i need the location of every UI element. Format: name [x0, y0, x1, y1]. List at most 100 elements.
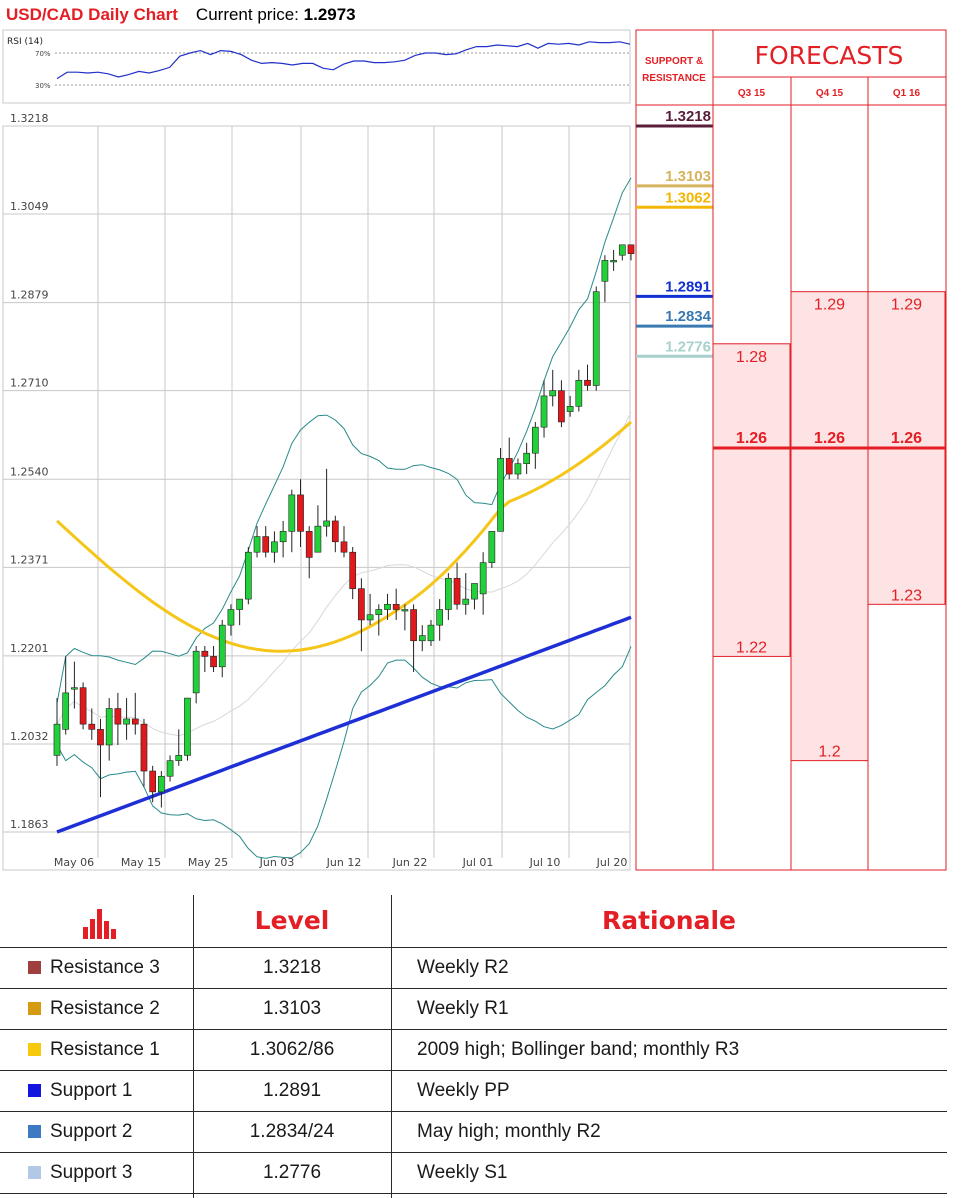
candle-body — [488, 531, 496, 563]
candle — [79, 682, 87, 730]
candle-body — [166, 760, 174, 777]
candle — [514, 458, 522, 480]
candle — [401, 604, 409, 631]
candle — [71, 661, 78, 709]
candle-body — [218, 624, 226, 668]
table-row: Support 2 1.2834/24 May high; monthly R2 — [0, 1111, 947, 1153]
candle-body — [436, 609, 444, 626]
y-tick-label: 1.2540 — [10, 465, 49, 478]
chart-title: USD/CAD Daily Chart — [6, 5, 178, 24]
candle-body — [592, 291, 600, 386]
candle-body — [71, 687, 78, 690]
x-tick-label: Jun 03 — [259, 856, 295, 869]
candle — [497, 447, 504, 532]
candle — [184, 697, 191, 761]
candle-body — [262, 536, 270, 553]
table-row: Resistance 1 1.3062/86 2009 high; Bollinge… — [0, 1029, 947, 1071]
bollinger-lower — [56, 646, 632, 859]
rsi-tick-70: 70% — [35, 50, 51, 58]
sr-heading-2: RESISTANCE — [642, 73, 706, 84]
candle — [584, 364, 591, 391]
candle-body — [531, 426, 539, 454]
level-swatch — [28, 1125, 41, 1138]
candles — [53, 244, 635, 808]
column-divider-1 — [193, 895, 194, 1198]
sr-level-value: 1.3103 — [665, 168, 711, 185]
level-value: 1.3062/86 — [249, 1039, 335, 1060]
candle — [105, 698, 113, 761]
candle-body — [210, 656, 217, 668]
candle-body — [601, 260, 609, 282]
candle-body — [445, 577, 452, 610]
x-tick-label: Jun 22 — [392, 856, 428, 869]
candle — [575, 369, 583, 412]
candle-body — [549, 390, 557, 397]
candle-body — [349, 551, 357, 589]
candle — [166, 755, 174, 782]
sr-level-value: 1.2891 — [665, 278, 711, 295]
sr-heading-1: SUPPORT & — [645, 56, 703, 67]
candle — [253, 526, 261, 558]
candle — [375, 604, 383, 636]
candle — [349, 546, 357, 600]
table-row: Resistance 2 1.3103 Weekly R1 — [0, 988, 947, 1030]
x-tick-label: Jul 20 — [596, 856, 628, 869]
sr-level-value: 1.3218 — [665, 108, 711, 125]
candle — [505, 437, 513, 480]
sr-levels: 1.3218 1.3103 1.3062 1.2891 1.2834 1.2776 — [636, 108, 713, 358]
candle-body — [62, 692, 70, 730]
candle-body — [175, 755, 183, 761]
forecast-high-value: 1.29 — [814, 297, 845, 314]
level-name: Resistance 1 — [50, 1039, 160, 1060]
level-rationale: Weekly R2 — [417, 957, 509, 978]
candle — [610, 250, 617, 271]
candle-body — [97, 729, 104, 746]
level-rationale: Weekly R1 — [417, 998, 509, 1019]
moving-average-mid — [55, 420, 633, 653]
candle — [540, 380, 548, 438]
candle — [558, 380, 565, 428]
candle-body — [384, 604, 391, 610]
level-value: 1.3103 — [262, 998, 322, 1019]
level-column-header: Level — [254, 906, 330, 935]
candle — [201, 645, 209, 673]
candle — [331, 515, 339, 553]
forecast-low-value: 1.22 — [736, 639, 767, 656]
price-plot: 1.3218 1.3049 1.2879 1.2710 1.2540 1.2371 1.22… — [2, 112, 637, 871]
forecast-low-value: 1.23 — [891, 587, 922, 604]
candle-body — [523, 452, 530, 464]
table-header: Level Rationale — [0, 895, 947, 948]
level-swatch — [28, 1166, 41, 1179]
forecast-columns: Q3 15 1.28 1.26 1.22 Q4 15 1.29 1.26 1.2 Q1 16 1.… — [712, 77, 946, 870]
candle-body — [253, 536, 261, 553]
forecast-panel: FORECASTS Q3 15 1.28 1.26 1.22 Q4 15 1.29 1.26… — [712, 29, 947, 871]
candle-body — [279, 531, 287, 543]
level-value: 1.2776 — [262, 1162, 322, 1183]
candle — [392, 588, 400, 620]
level-swatch — [28, 1084, 41, 1097]
level-swatch — [28, 961, 41, 974]
candle — [218, 619, 226, 678]
level-name: Resistance 2 — [50, 998, 160, 1019]
y-tick-label: 1.2710 — [10, 377, 49, 390]
candle-body — [401, 609, 409, 612]
candle — [531, 421, 539, 469]
candle-body — [375, 609, 383, 616]
level-rationale: Weekly PP — [417, 1080, 510, 1101]
x-tick-label: Jul 01 — [462, 856, 494, 869]
rsi-panel: RSI (14) 70% 30% — [2, 29, 631, 104]
candle-body — [149, 770, 157, 793]
candle — [279, 520, 287, 558]
candle-body — [627, 244, 635, 254]
x-tick-label: Jun 12 — [326, 856, 362, 869]
candle-body — [140, 723, 148, 772]
candle-body — [366, 614, 374, 621]
candle — [114, 692, 122, 745]
x-tick-label: May 06 — [54, 856, 94, 869]
candle-body — [540, 395, 548, 428]
candle-body — [305, 531, 313, 558]
level-rationale: Weekly S1 — [417, 1162, 508, 1183]
candle-body — [236, 598, 243, 610]
level-rationale: May high; monthly R2 — [417, 1121, 601, 1142]
candle — [592, 286, 600, 391]
